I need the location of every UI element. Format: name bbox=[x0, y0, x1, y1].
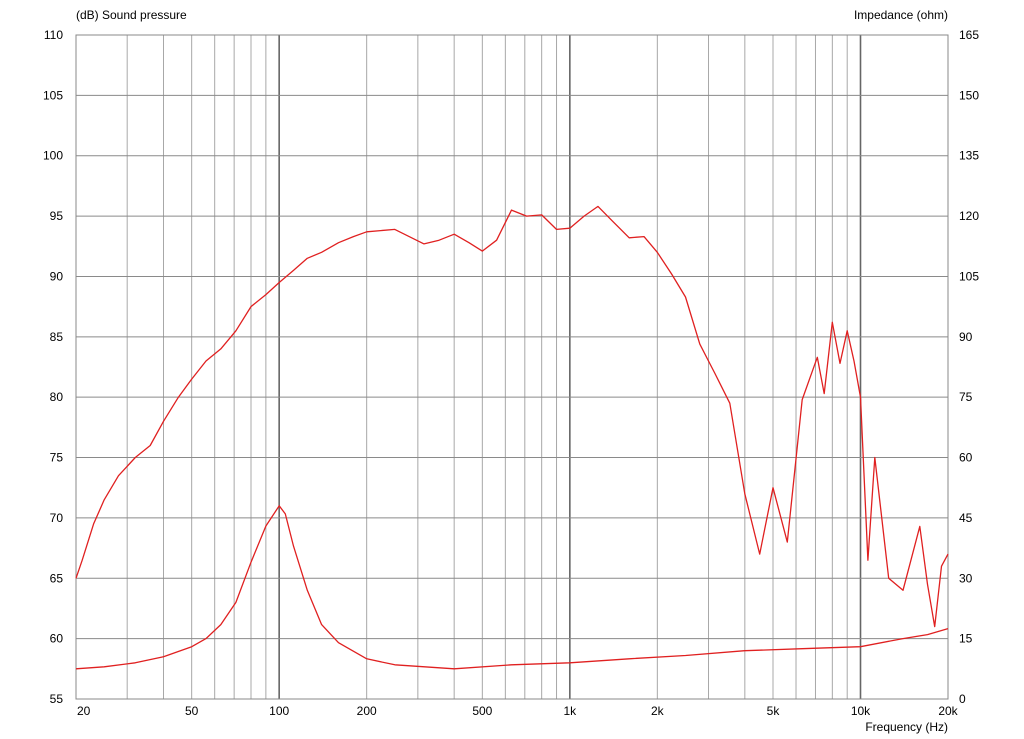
y-left-tick-label: 60 bbox=[50, 632, 64, 646]
right-axis-title: Impedance (ohm) bbox=[854, 8, 948, 22]
y-right-tick-label: 75 bbox=[959, 390, 973, 404]
y-right-tick-label: 0 bbox=[959, 692, 966, 706]
y-right-tick-label: 60 bbox=[959, 451, 973, 465]
y-left-tick-label: 65 bbox=[50, 571, 64, 585]
x-tick-label: 10k bbox=[851, 704, 871, 718]
x-tick-label: 50 bbox=[185, 704, 199, 718]
y-left-tick-label: 90 bbox=[50, 269, 64, 283]
y-right-tick-label: 105 bbox=[959, 269, 979, 283]
y-left-tick-label: 95 bbox=[50, 209, 64, 223]
y-right-tick-label: 165 bbox=[959, 28, 979, 42]
ticks-layer: 55 60 65 70 75 80 85 90 95 100 105 110 0 15 30 45 60 75 90… bbox=[43, 28, 979, 718]
plot-frame bbox=[75, 34, 949, 700]
x-tick-label: 100 bbox=[269, 704, 289, 718]
impedance-curve bbox=[75, 505, 949, 670]
y-left-tick-label: 110 bbox=[44, 28, 63, 42]
x-axis-title: Frequency (Hz) bbox=[865, 720, 948, 734]
y-left-tick-label: 70 bbox=[50, 511, 64, 525]
y-right-tick-label: 15 bbox=[959, 632, 973, 646]
series-layer bbox=[75, 205, 949, 670]
y-left-tick-label: 75 bbox=[50, 451, 64, 465]
y-left-tick-label: 55 bbox=[50, 692, 64, 706]
x-tick-label: 1k bbox=[563, 704, 577, 718]
x-tick-label: 2k bbox=[651, 704, 665, 718]
y-right-tick-label: 90 bbox=[959, 330, 973, 344]
y-right-tick-label: 45 bbox=[959, 511, 973, 525]
x-tick-label: 20k bbox=[938, 704, 958, 718]
y-left-tick-label: 80 bbox=[50, 390, 64, 404]
x-tick-label: 5k bbox=[767, 704, 781, 718]
left-axis-title: (dB) Sound pressure bbox=[76, 8, 187, 22]
y-right-tick-label: 150 bbox=[959, 88, 979, 102]
x-tick-label: 500 bbox=[472, 704, 492, 718]
y-left-tick-label: 85 bbox=[50, 330, 64, 344]
y-left-tick-label: 105 bbox=[43, 88, 63, 102]
sound-pressure-curve bbox=[75, 205, 949, 628]
grid bbox=[76, 35, 948, 699]
x-tick-label: 200 bbox=[357, 704, 377, 718]
x-tick-label: 20 bbox=[77, 704, 91, 718]
y-right-tick-label: 120 bbox=[959, 209, 979, 223]
y-right-tick-label: 135 bbox=[959, 149, 979, 163]
y-right-tick-label: 30 bbox=[959, 571, 973, 585]
y-left-tick-label: 100 bbox=[43, 149, 63, 163]
